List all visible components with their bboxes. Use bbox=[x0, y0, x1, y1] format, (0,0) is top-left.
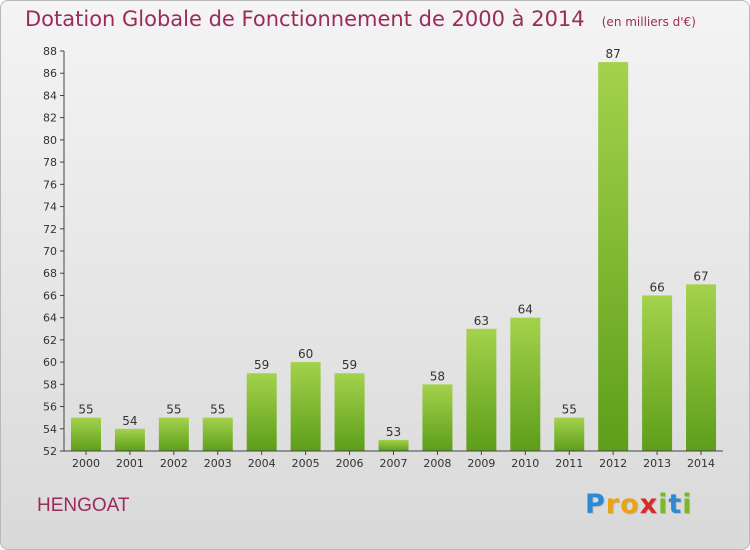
x-tick-label: 2008 bbox=[423, 457, 451, 470]
bar bbox=[334, 373, 365, 451]
data-label: 58 bbox=[430, 369, 445, 383]
y-tick-label: 68 bbox=[43, 267, 57, 280]
bar bbox=[642, 295, 673, 451]
y-tick-label: 62 bbox=[43, 334, 57, 347]
y-axis: 52 54 56 58 60 62 64 66 68 70 72 74 76 78 80 82 84 86 88 bbox=[43, 45, 65, 458]
logo-letter: i bbox=[682, 489, 693, 520]
data-label: 66 bbox=[649, 280, 664, 294]
logo-letter: r bbox=[605, 489, 621, 520]
x-tick-label: 2001 bbox=[116, 457, 144, 470]
logo-letter: P bbox=[585, 489, 606, 520]
data-label: 64 bbox=[518, 303, 533, 317]
y-tick-label: 78 bbox=[43, 156, 57, 169]
bar bbox=[510, 317, 541, 451]
bar bbox=[422, 384, 453, 451]
logo-letter: t bbox=[668, 489, 683, 520]
x-tick-label: 2006 bbox=[336, 457, 364, 470]
y-tick-label: 86 bbox=[43, 67, 57, 80]
logo-letter: o bbox=[620, 489, 640, 520]
y-tick-label: 58 bbox=[43, 378, 57, 391]
bar bbox=[158, 417, 189, 451]
y-tick-label: 56 bbox=[43, 401, 57, 414]
y-tick-label: 66 bbox=[43, 289, 57, 302]
y-tick-label: 54 bbox=[43, 423, 57, 436]
logo-letter: x bbox=[639, 489, 659, 520]
y-tick-label: 84 bbox=[43, 89, 57, 102]
x-tick-label: 2000 bbox=[72, 457, 100, 470]
x-tick-label: 2009 bbox=[467, 457, 495, 470]
y-tick-label: 52 bbox=[43, 445, 57, 458]
x-tick-label: 2010 bbox=[511, 457, 539, 470]
x-tick-label: 2007 bbox=[380, 457, 408, 470]
chart-title-text: Dotation Globale de Fonctionnement de 20… bbox=[25, 7, 585, 31]
unit-note: (en milliers d'€) bbox=[601, 15, 696, 29]
y-tick-label: 80 bbox=[43, 134, 57, 147]
data-label: 60 bbox=[298, 347, 313, 361]
data-label: 67 bbox=[693, 269, 708, 283]
bars: 55 54 55 55 59 60 59 53 58 63 64 55 87 66 67 bbox=[70, 47, 717, 451]
data-label: 87 bbox=[606, 47, 621, 61]
x-tick-label: 2014 bbox=[687, 457, 715, 470]
data-label: 53 bbox=[386, 425, 401, 439]
town-name: HENGOAT bbox=[37, 495, 130, 516]
chart-title: Dotation Globale de Fonctionnement de 20… bbox=[25, 7, 696, 31]
data-label: 55 bbox=[210, 403, 225, 417]
y-tick-label: 72 bbox=[43, 223, 57, 236]
x-tick-label: 2002 bbox=[160, 457, 188, 470]
y-tick-label: 70 bbox=[43, 245, 57, 258]
y-tick-label: 60 bbox=[43, 356, 57, 369]
y-tick-label: 82 bbox=[43, 112, 57, 125]
bar bbox=[70, 417, 101, 451]
bar bbox=[554, 417, 585, 451]
data-label: 54 bbox=[122, 414, 137, 428]
x-tick-label: 2011 bbox=[555, 457, 583, 470]
x-tick-label: 2004 bbox=[248, 457, 276, 470]
data-label: 55 bbox=[78, 403, 93, 417]
bar bbox=[598, 62, 629, 451]
y-tick-label: 76 bbox=[43, 178, 57, 191]
x-tick-label: 2013 bbox=[643, 457, 671, 470]
y-tick-label: 74 bbox=[43, 201, 57, 214]
data-label: 59 bbox=[254, 358, 269, 372]
bar bbox=[246, 373, 277, 451]
data-label: 59 bbox=[342, 358, 357, 372]
x-tick-label: 2005 bbox=[292, 457, 320, 470]
data-label: 55 bbox=[562, 403, 577, 417]
bar bbox=[686, 284, 717, 451]
x-axis: 2000 2001 2002 2003 2004 2005 2006 2007 2008 2009… bbox=[64, 450, 723, 470]
bar bbox=[466, 328, 497, 451]
bar bbox=[290, 362, 321, 451]
x-tick-label: 2012 bbox=[599, 457, 627, 470]
logo-letter: i bbox=[658, 489, 669, 520]
y-tick-label: 64 bbox=[43, 312, 57, 325]
data-label: 63 bbox=[474, 314, 489, 328]
bar bbox=[378, 439, 409, 451]
bar bbox=[114, 428, 145, 451]
x-tick-label: 2003 bbox=[204, 457, 232, 470]
proxiti-logo: Proxiti bbox=[585, 489, 693, 520]
data-label: 55 bbox=[166, 403, 181, 417]
y-tick-label: 88 bbox=[43, 45, 57, 58]
bar bbox=[202, 417, 233, 451]
